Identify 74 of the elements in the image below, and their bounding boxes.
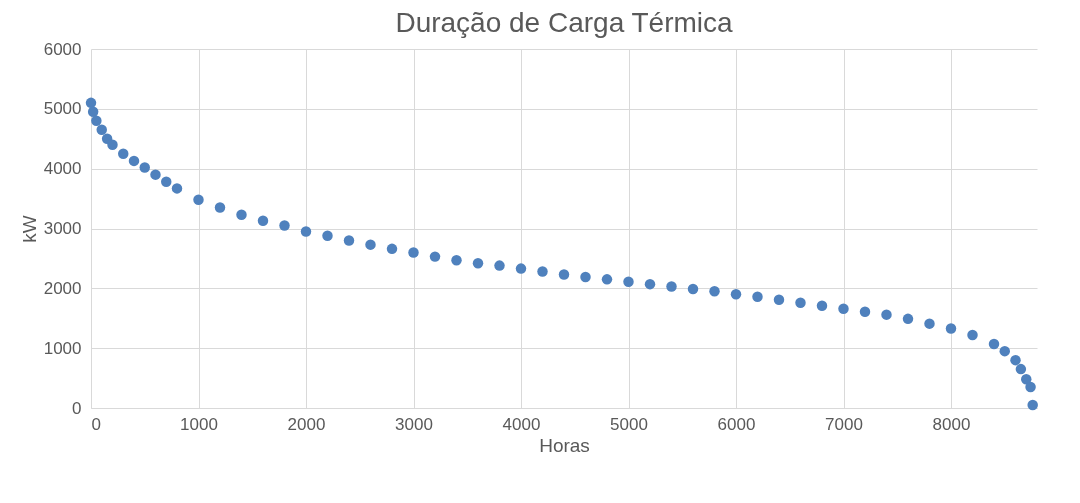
point [322, 230, 333, 241]
point [945, 323, 957, 334]
point [1027, 399, 1038, 411]
point [623, 276, 634, 287]
x-tick-label: 4000 [502, 414, 541, 434]
y-tick-label: 6000 [43, 39, 82, 59]
point [386, 243, 398, 255]
point [967, 329, 978, 341]
x-axis-title: Horas [539, 434, 590, 456]
point [257, 215, 269, 226]
point [902, 313, 914, 325]
point [601, 274, 613, 285]
point [91, 115, 102, 127]
y-tick-label: 1000 [43, 338, 82, 358]
point [1025, 381, 1036, 393]
point [429, 251, 441, 262]
point [451, 254, 462, 266]
y-axis-title: kW [18, 215, 40, 243]
point [1015, 363, 1027, 375]
point [150, 169, 161, 180]
point [999, 345, 1010, 357]
point [193, 194, 204, 206]
point [644, 278, 656, 290]
point [300, 226, 312, 237]
x-tick-label: 7000 [825, 414, 863, 434]
point [773, 294, 785, 305]
point [343, 235, 355, 246]
point [279, 220, 290, 231]
point [128, 155, 140, 167]
x-tick-label: 0 [91, 414, 101, 434]
point [214, 202, 226, 213]
point [816, 300, 828, 311]
x-tick-label: 1000 [180, 414, 218, 434]
point [96, 124, 107, 136]
point [881, 309, 892, 320]
point [859, 306, 871, 317]
point [558, 269, 570, 280]
point [580, 271, 591, 283]
point [139, 162, 150, 173]
point [515, 263, 527, 274]
x-tick-label: 6000 [717, 414, 756, 434]
x-tick-label: 2000 [287, 414, 326, 434]
point [537, 266, 548, 277]
y-tick-label: 0 [72, 398, 82, 418]
point [709, 286, 720, 297]
point [1010, 354, 1021, 366]
point [687, 283, 699, 295]
chart-title: Duração de Carga Térmica [395, 7, 734, 38]
point [988, 338, 1000, 350]
y-tick-label: 5000 [43, 99, 82, 119]
point [472, 257, 484, 269]
point [838, 303, 849, 314]
x-tick-label: 3000 [395, 414, 433, 434]
y-tick-label: 4000 [43, 159, 82, 179]
point [365, 239, 376, 250]
point [87, 106, 99, 118]
point [408, 247, 419, 258]
x-tick-label: 8000 [932, 414, 971, 434]
point [795, 297, 806, 308]
x-tick-label: 5000 [610, 414, 648, 434]
y-tick-label: 3000 [43, 219, 82, 238]
point [752, 291, 763, 302]
point [171, 183, 183, 194]
y-tick-label: 2000 [43, 278, 82, 298]
point [107, 139, 118, 150]
point [730, 289, 742, 300]
point [494, 260, 505, 271]
point [85, 97, 97, 109]
point [1021, 374, 1032, 385]
point [924, 318, 935, 329]
point [666, 281, 677, 292]
point [118, 148, 129, 159]
point [161, 176, 172, 188]
point [236, 209, 247, 220]
